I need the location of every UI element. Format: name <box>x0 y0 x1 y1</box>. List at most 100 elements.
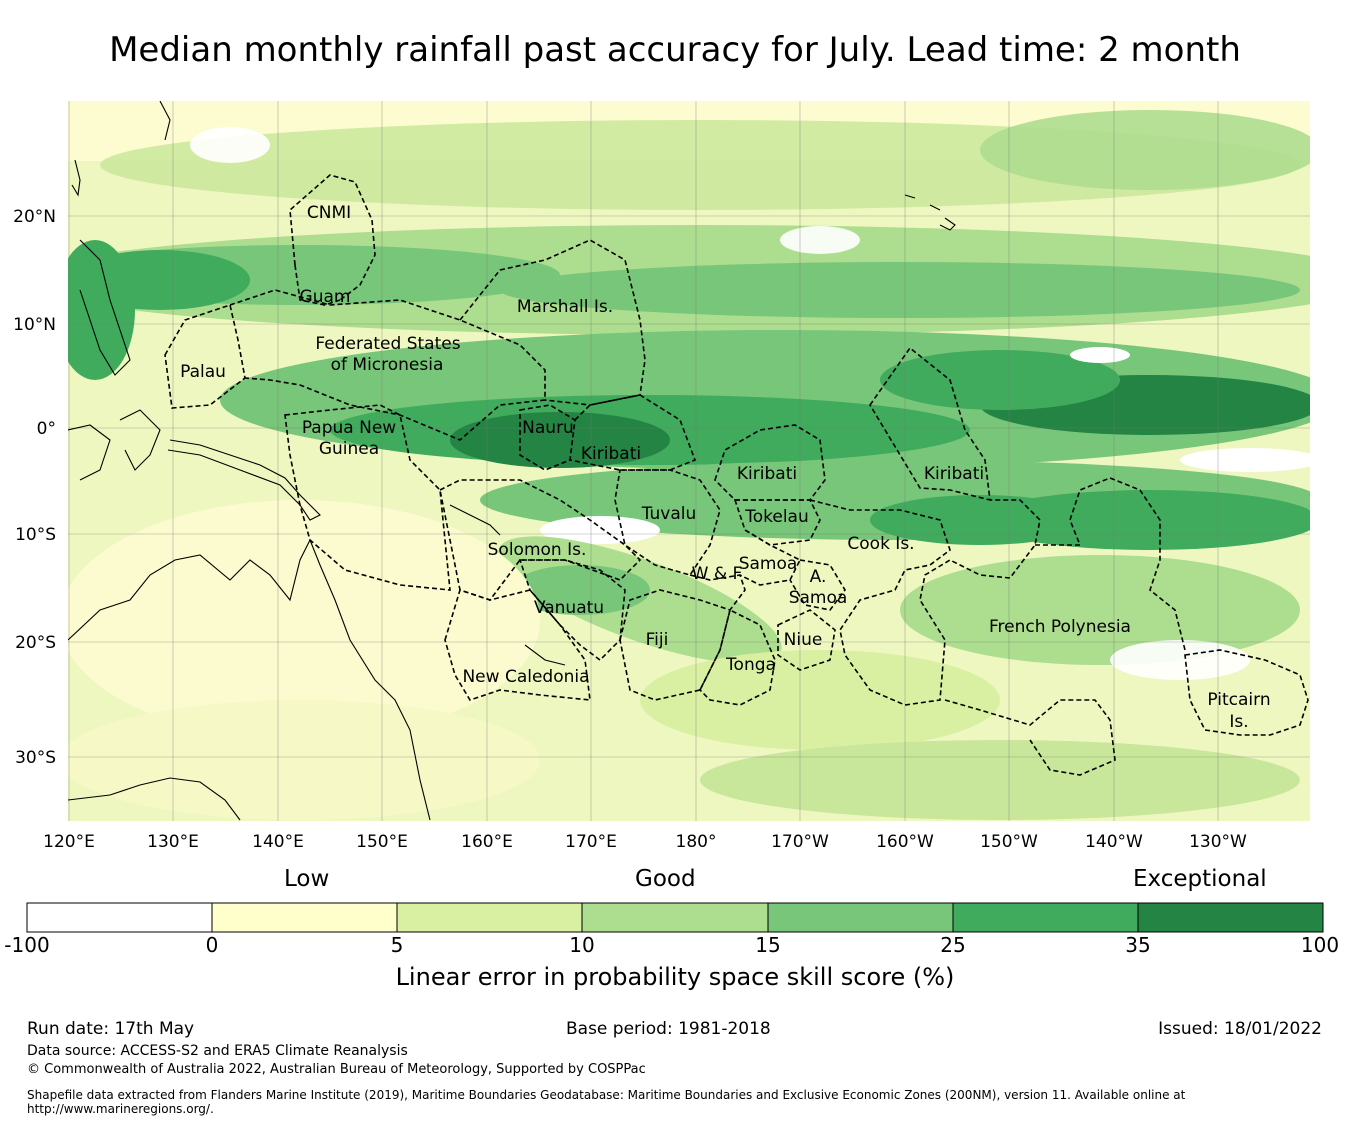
region-label: Samoa <box>739 554 798 574</box>
region-label: Fiji <box>646 630 669 650</box>
longitude-tick: 140°E <box>252 832 304 852</box>
longitude-tick-labels: 120°E 130°E 140°E 150°E 160°E 170°E 180° 170°W 1… <box>43 832 1247 852</box>
region-label: Kiribati <box>581 444 641 464</box>
region-label: Federated States <box>315 334 460 354</box>
region-label: Tokelau <box>744 507 809 527</box>
region-label: CNMI <box>307 203 351 223</box>
region-label: Nauru <box>522 418 574 438</box>
eez-newcal <box>444 588 591 701</box>
colorbar-segment <box>1138 903 1323 932</box>
map-gridlines <box>68 101 1310 821</box>
longitude-tick: 140°W <box>1085 832 1143 852</box>
latitude-tick: 20°N <box>13 207 56 227</box>
longitude-tick: 180° <box>676 832 717 852</box>
colorbar-tick: 25 <box>940 933 966 957</box>
eez-tuvalu <box>614 469 721 576</box>
region-label: Vanuatu <box>534 598 604 618</box>
region-label: Kiribati <box>737 464 797 484</box>
region-label: W & F <box>692 564 743 584</box>
eez-png <box>284 404 451 591</box>
colorbar-tick: 10 <box>569 933 595 957</box>
eez-kiribati-gilbert <box>569 394 697 471</box>
longitude-tick: 120°E <box>43 832 95 852</box>
run-date: Run date: 17th May <box>27 1019 195 1039</box>
longitude-tick: 130°E <box>147 832 199 852</box>
region-label: Cook Is. <box>847 534 914 554</box>
region-label: Marshall Is. <box>517 297 613 317</box>
longitude-tick: 150°E <box>356 832 408 852</box>
colorbar-segment <box>582 903 768 932</box>
region-label: Tuvalu <box>641 504 697 524</box>
longitude-tick: 160°W <box>876 832 934 852</box>
skill-field <box>68 101 1310 821</box>
eez-amsamoa <box>789 559 846 611</box>
colorbar <box>26 902 1324 933</box>
chart-title: Median monthly rainfall past accuracy fo… <box>109 30 1241 70</box>
eez-cnmi <box>289 174 376 301</box>
colorbar-segment <box>212 903 397 932</box>
latitude-tick: 10°S <box>15 525 56 545</box>
colorbar-segment <box>768 903 953 932</box>
eez-niue <box>777 609 836 671</box>
eez-pitcairn <box>1184 649 1309 736</box>
longitude-tick: 160°E <box>461 832 513 852</box>
eez-kiribati-line <box>869 346 991 502</box>
longitude-tick: 150°W <box>980 832 1038 852</box>
region-label: French Polynesia <box>989 617 1131 637</box>
region-label: Guinea <box>319 439 379 459</box>
colorbar-tick: 5 <box>390 933 404 957</box>
eez-frenchpoly <box>944 477 1186 776</box>
region-label: Is. <box>1229 712 1248 732</box>
shapefile-credit: Shapefile data extracted from Flanders M… <box>27 1088 1186 1116</box>
colorbar-tick: 0 <box>205 933 219 957</box>
eez-palau <box>164 303 246 409</box>
region-label: Samoa <box>789 588 848 608</box>
region-label: Niue <box>784 630 823 650</box>
latitude-tick: 30°S <box>15 748 56 768</box>
latitude-tick: 20°S <box>15 633 56 653</box>
eez-fiji <box>619 589 731 701</box>
colorbar-category-exceptional: Exceptional <box>1133 866 1267 892</box>
latitude-tick-labels: 20°N 10°N 0° 10°S 20°S 30°S <box>13 207 56 768</box>
region-label: Papua New <box>302 418 396 438</box>
colorbar-category-good: Good <box>635 866 696 892</box>
colorbar-outline <box>26 902 1324 933</box>
colorbar-category-low: Low <box>284 866 330 892</box>
region-label: Kiribati <box>924 464 984 484</box>
eez-samoa <box>739 529 802 586</box>
longitude-tick: 130°W <box>1189 832 1247 852</box>
region-label: Solomon Is. <box>488 540 587 560</box>
eez-tonga <box>699 608 776 706</box>
colorbar-tick: 35 <box>1125 933 1151 957</box>
colorbar-segment <box>397 903 582 932</box>
region-label: Guam <box>300 287 351 307</box>
region-label: Pitcairn <box>1207 690 1270 710</box>
colorbar-label: Linear error in probability space skill … <box>395 963 955 991</box>
region-label: Palau <box>180 362 226 382</box>
region-label: of Micronesia <box>331 355 444 375</box>
eez-guam <box>294 264 341 306</box>
longitude-tick: 170°E <box>565 832 617 852</box>
colorbar-tick: -100 <box>4 933 50 957</box>
base-period: Base period: 1981-2018 <box>566 1019 771 1039</box>
longitude-tick: 170°W <box>771 832 829 852</box>
region-label: A. <box>810 567 827 587</box>
colorbar-segment <box>953 903 1138 932</box>
latitude-tick: 10°N <box>13 315 56 335</box>
region-label: Tonga <box>725 655 776 675</box>
coastlines <box>68 101 956 821</box>
eez-kiribati-phoenix <box>714 424 826 501</box>
issued-date: Issued: 18/01/2022 <box>1158 1019 1322 1039</box>
copyright: © Commonwealth of Australia 2022, Austra… <box>27 1062 646 1077</box>
colorbar-tick: 100 <box>1300 933 1340 957</box>
colorbar-segment <box>27 903 212 932</box>
colorbar-tick: 15 <box>755 933 781 957</box>
eez-marshall <box>459 239 646 406</box>
eez-boundaries <box>164 174 1309 776</box>
region-label: New Caledonia <box>462 667 589 687</box>
latitude-tick: 0° <box>37 419 56 439</box>
data-source: Data source: ACCESS-S2 and ERA5 Climate … <box>27 1043 408 1059</box>
eez-cook <box>809 499 1041 706</box>
